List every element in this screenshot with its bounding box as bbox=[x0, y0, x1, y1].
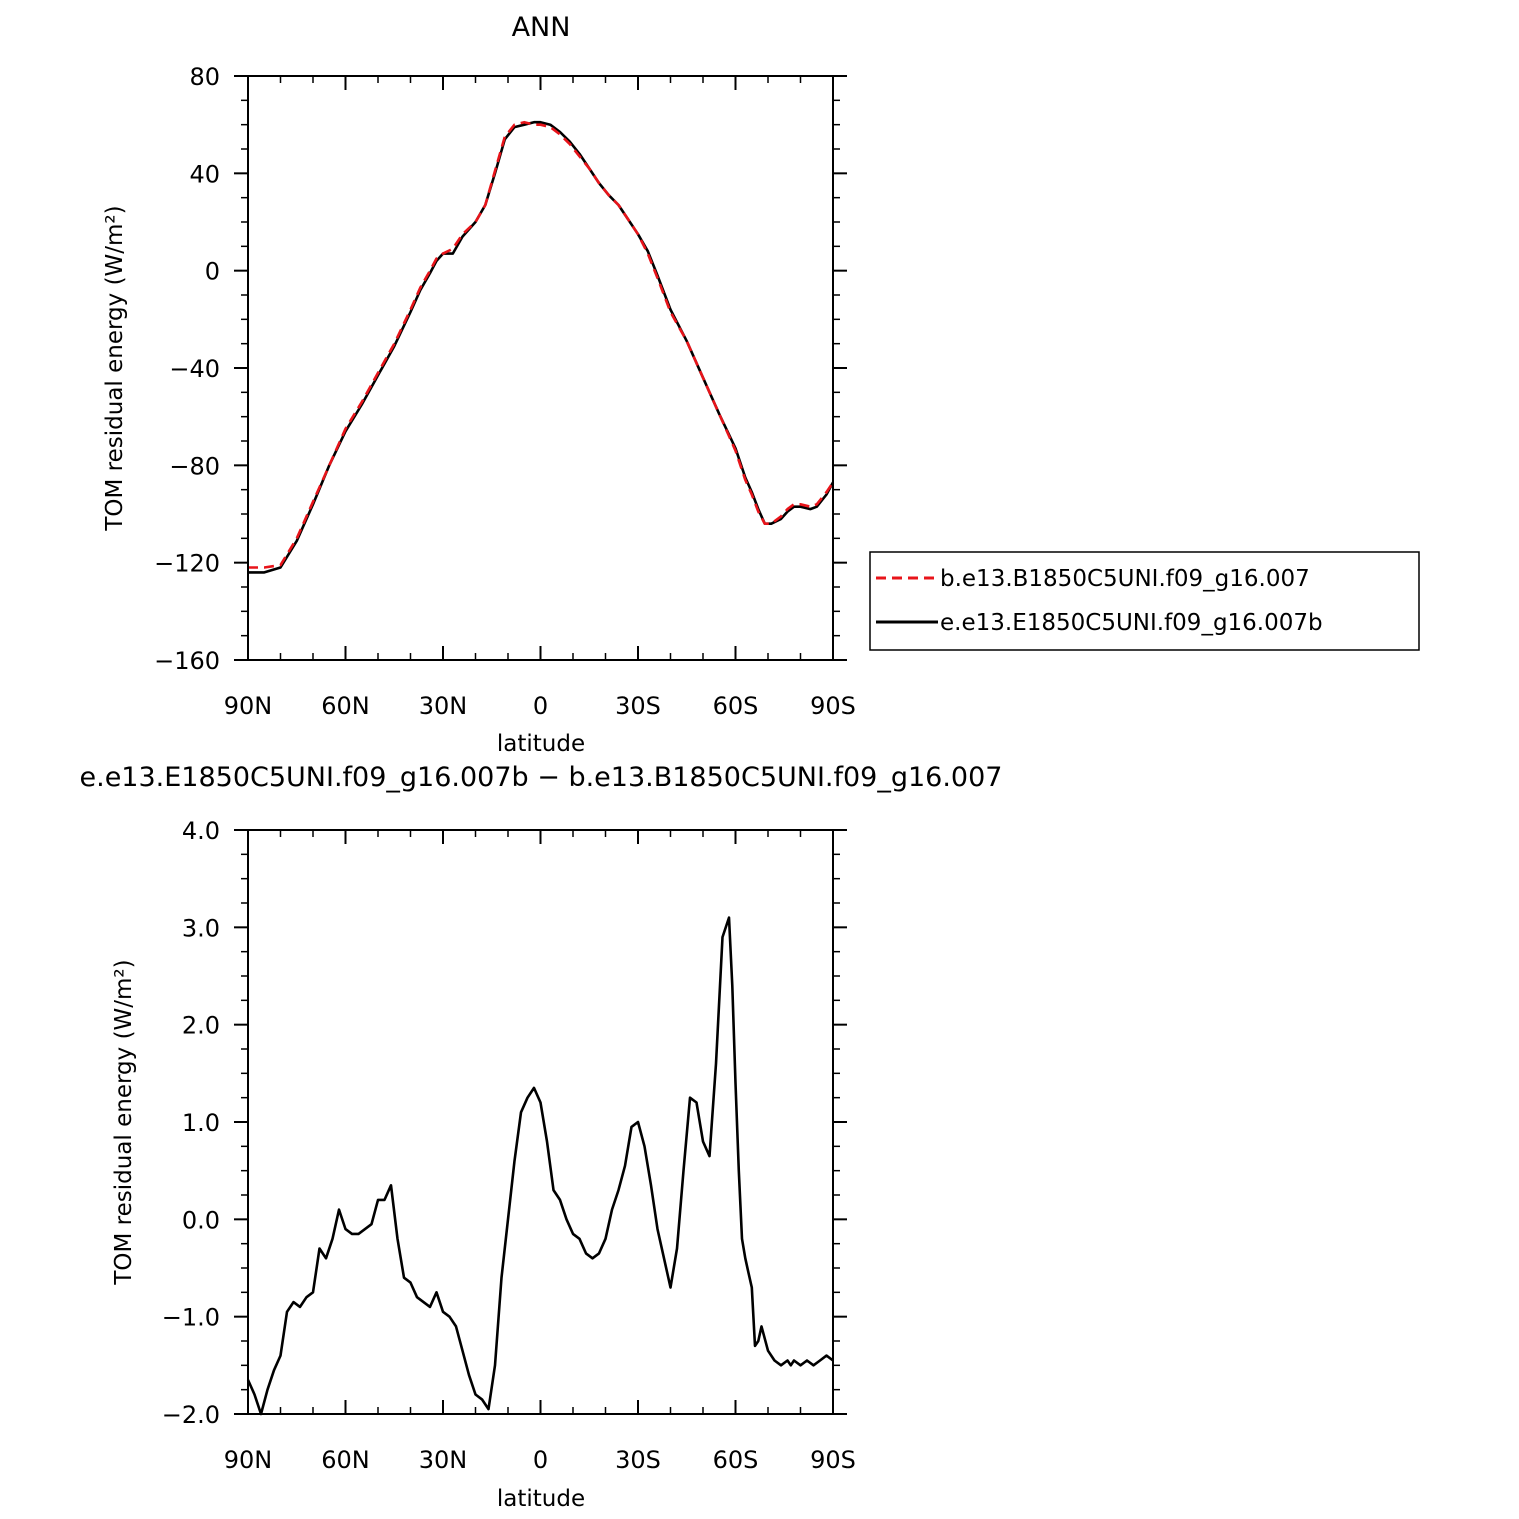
x-tick-label: 60N bbox=[321, 692, 370, 720]
bottom-panel: e.e13.E1850C5UNI.f09_g16.007b − b.e13.B1… bbox=[80, 762, 1003, 1512]
x-tick-label: 60S bbox=[713, 1446, 759, 1474]
x-tick-label: 60N bbox=[321, 1446, 370, 1474]
y-tick-label: 40 bbox=[189, 160, 220, 188]
legend-label-series-2: e.e13.E1850C5UNI.f09_g16.007b bbox=[940, 610, 1323, 636]
x-tick-label: 90S bbox=[810, 692, 856, 720]
top-plot-frame bbox=[247, 75, 834, 661]
top-plot-title: ANN bbox=[512, 12, 571, 43]
x-tick-label: 0 bbox=[533, 692, 548, 720]
x-tick-label: 90N bbox=[224, 1446, 273, 1474]
y-tick-label: 0 bbox=[205, 258, 220, 286]
series-line-1 bbox=[246, 916, 834, 1416]
legend-label-series-1: b.e13.B1850C5UNI.f09_g16.007 bbox=[940, 566, 1310, 592]
y-tick-label: 0.0 bbox=[182, 1206, 220, 1234]
x-tick-label: 60S bbox=[713, 692, 759, 720]
bottom-x-axis-label: latitude bbox=[497, 1486, 585, 1512]
y-tick-label: −40 bbox=[169, 355, 220, 383]
top-panel: ANN TOM residual energy (W/m²) latitude … bbox=[102, 12, 856, 757]
bottom-plot-title: e.e13.E1850C5UNI.f09_g16.007b − b.e13.B1… bbox=[80, 762, 1003, 793]
y-tick-label: 80 bbox=[189, 63, 220, 91]
bottom-plot-frame bbox=[247, 829, 834, 1415]
y-tick-label: −80 bbox=[169, 452, 220, 480]
top-axis-ticks: 90N 60N 30N 0 30S 60S 90S −160 −120 −80 −40 0 40 80 bbox=[154, 63, 856, 720]
bottom-axis-ticks: 90N 60N 30N 0 30S 60S 90S −2.0 −1.0 0.0 1.0 2.0 3.0 4… bbox=[162, 817, 856, 1474]
x-tick-label: 0 bbox=[533, 1446, 548, 1474]
bottom-data-lines bbox=[246, 916, 834, 1416]
legend-box bbox=[869, 551, 1420, 651]
y-tick-label: 2.0 bbox=[182, 1012, 220, 1040]
top-y-axis-label: TOM residual energy (W/m²) bbox=[102, 205, 128, 531]
bottom-y-axis-label: TOM residual energy (W/m²) bbox=[111, 959, 137, 1285]
y-tick-label: 3.0 bbox=[182, 914, 220, 942]
x-tick-label: 30S bbox=[615, 1446, 661, 1474]
y-tick-label: 4.0 bbox=[182, 817, 220, 845]
x-tick-label: 30S bbox=[615, 692, 661, 720]
x-tick-label: 30N bbox=[419, 1446, 468, 1474]
x-tick-label: 30N bbox=[419, 692, 468, 720]
x-tick-label: 90S bbox=[810, 1446, 856, 1474]
top-x-axis-label: latitude bbox=[497, 731, 585, 757]
top-data-lines bbox=[248, 120, 835, 574]
series-line-2 bbox=[248, 120, 835, 574]
y-tick-label: 1.0 bbox=[182, 1109, 220, 1137]
top-legend: b.e13.B1850C5UNI.f09_g16.007 e.e13.E1850… bbox=[869, 551, 1420, 651]
series-line-1 bbox=[248, 120, 835, 569]
y-tick-label: −1.0 bbox=[162, 1304, 220, 1332]
y-tick-label: −120 bbox=[154, 550, 220, 578]
y-tick-label: −2.0 bbox=[162, 1401, 220, 1429]
x-tick-label: 90N bbox=[224, 692, 273, 720]
y-tick-label: −160 bbox=[154, 647, 220, 675]
